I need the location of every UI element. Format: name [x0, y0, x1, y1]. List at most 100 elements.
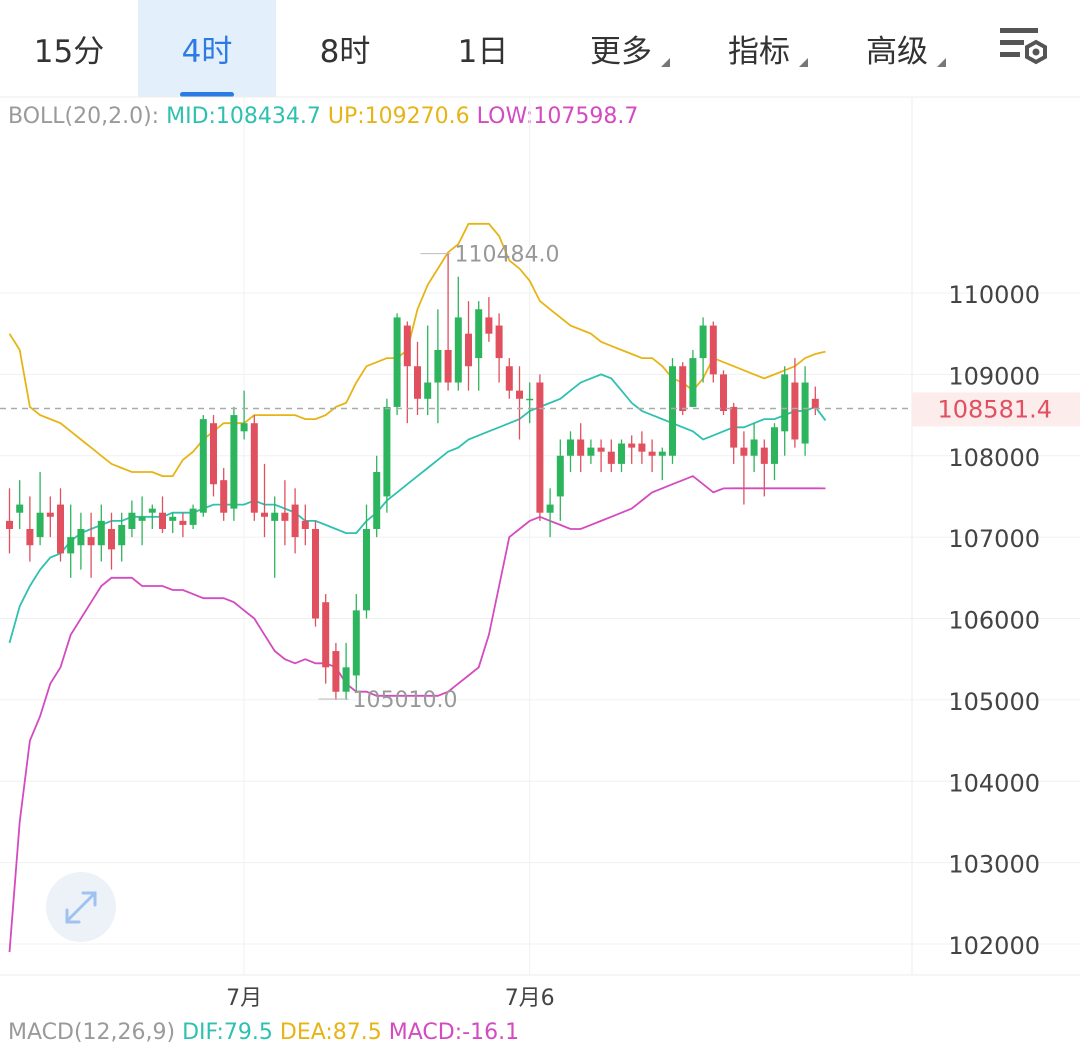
- candle-body: [77, 528, 85, 546]
- dropdown-triangle-icon: [799, 58, 808, 67]
- candle-body: [159, 512, 166, 529]
- candle-body: [169, 516, 177, 521]
- macd-dea-label: DEA:: [279, 1020, 333, 1045]
- candle-body: [118, 524, 126, 546]
- x-tick-label: 7月6: [505, 986, 555, 1010]
- y-tick-label: 102000: [948, 932, 1040, 960]
- candle-body: [373, 472, 381, 529]
- candle-body: [679, 366, 687, 411]
- x-tick-label: 7月: [226, 986, 262, 1010]
- expand-arrows-icon: [65, 891, 97, 924]
- candle-body: [36, 512, 44, 538]
- candle-body: [301, 520, 309, 529]
- candle-body: [505, 366, 513, 391]
- candle-body: [281, 512, 289, 521]
- tab-label: 高级: [866, 34, 928, 70]
- candle-body: [108, 528, 115, 550]
- candle-body: [556, 455, 564, 497]
- candle-body: [669, 366, 676, 456]
- candle-body: [526, 398, 534, 401]
- candle-body: [363, 528, 370, 611]
- candle-body: [342, 667, 350, 692]
- candle-body: [220, 480, 228, 513]
- candle-body: [16, 504, 24, 513]
- candle-body: [261, 512, 268, 517]
- candles-layer: [6, 253, 819, 700]
- expand-button[interactable]: [46, 872, 116, 942]
- candle-body: [740, 447, 748, 456]
- candle-body: [454, 317, 462, 383]
- boll-label: BOLL(20,2.0):: [8, 104, 160, 129]
- y-tick-label: 106000: [948, 607, 1040, 635]
- candle-body: [424, 382, 432, 399]
- chart-settings-icon[interactable]: [1000, 26, 1050, 70]
- candle-body: [597, 447, 605, 452]
- boll-lower-line: [8, 475, 826, 953]
- tab-advanced[interactable]: 高级: [828, 0, 966, 97]
- candle-body: [352, 610, 360, 676]
- candle-body: [210, 423, 217, 485]
- candle-body: [658, 451, 666, 456]
- dropdown-triangle-icon: [937, 58, 946, 67]
- tab-label: 15分: [33, 34, 105, 70]
- candle-body: [148, 508, 156, 513]
- candle-body: [189, 508, 197, 525]
- candle-body: [607, 451, 615, 464]
- candle-body: [291, 504, 299, 538]
- y-tick-label: 109000: [948, 362, 1040, 390]
- candle-body: [271, 512, 279, 521]
- macd-dif-value: 79.5: [223, 1020, 273, 1045]
- candle-body: [781, 374, 789, 432]
- boll-mid-value: 108434.7: [215, 104, 321, 129]
- macd-value: -16.1: [462, 1020, 520, 1045]
- axis-labels-layer: 110000 109000 108000 107000 106000 105000 1040…: [0, 243, 1080, 1010]
- tab-indicators[interactable]: 指标: [690, 0, 828, 97]
- candle-body: [393, 317, 401, 407]
- candle-body: [179, 520, 187, 525]
- y-tick-label: 103000: [948, 851, 1040, 879]
- candle-body: [6, 520, 13, 529]
- candle-body: [444, 349, 452, 383]
- candlestick-chart[interactable]: 110000 109000 108000 107000 106000 105000 1040…: [0, 0, 1080, 1010]
- candle-body: [618, 443, 625, 464]
- candle-body: [485, 317, 493, 334]
- candle-body: [689, 358, 697, 407]
- boll-up-value: 109270.6: [364, 104, 470, 129]
- tab-4h[interactable]: 4时: [138, 0, 276, 97]
- candle-body: [87, 537, 95, 546]
- y-tick-label: 107000: [948, 525, 1040, 553]
- y-tick-label: 108000: [948, 444, 1040, 472]
- macd-value-label: MACD:: [388, 1020, 463, 1045]
- candle-body: [811, 398, 819, 409]
- candle-body: [322, 602, 330, 668]
- candle-body: [750, 439, 758, 456]
- candle-body: [26, 528, 34, 546]
- candle-body: [577, 439, 585, 456]
- candle-body: [414, 366, 421, 399]
- boll-low-value: 107598.7: [533, 104, 639, 129]
- candle-body: [138, 516, 146, 521]
- candle-body: [97, 520, 105, 546]
- candle-body: [587, 447, 595, 456]
- candle-body: [199, 419, 207, 513]
- tab-8h[interactable]: 8时: [276, 0, 414, 97]
- interval-tab-bar: 15分 4时 8时 1日 更多 指标 高级: [0, 0, 1080, 97]
- candle-body: [791, 382, 799, 440]
- tab-1d[interactable]: 1日: [414, 0, 552, 97]
- candle-body: [536, 382, 544, 513]
- tab-15m[interactable]: 15分: [0, 0, 138, 97]
- candle-body: [495, 325, 503, 359]
- tab-label: 更多: [590, 34, 652, 70]
- grid-layer: [0, 96, 1080, 976]
- candle-body: [465, 333, 472, 367]
- candle-body: [699, 325, 707, 359]
- candle-body: [546, 504, 554, 513]
- tab-more[interactable]: 更多: [552, 0, 690, 97]
- current-price-label: 108581.4: [937, 395, 1052, 423]
- candle-body: [230, 415, 238, 509]
- boll-legend: BOLL(20,2.0): MID:108434.7 UP:109270.6 L…: [8, 104, 638, 129]
- candle-body: [67, 537, 75, 554]
- tab-label: 4时: [181, 34, 233, 70]
- macd-legend: MACD(12,26,9) DIF:79.5 DEA:87.5 MACD:-16…: [8, 1020, 519, 1045]
- boll-up-label: UP:: [327, 104, 365, 129]
